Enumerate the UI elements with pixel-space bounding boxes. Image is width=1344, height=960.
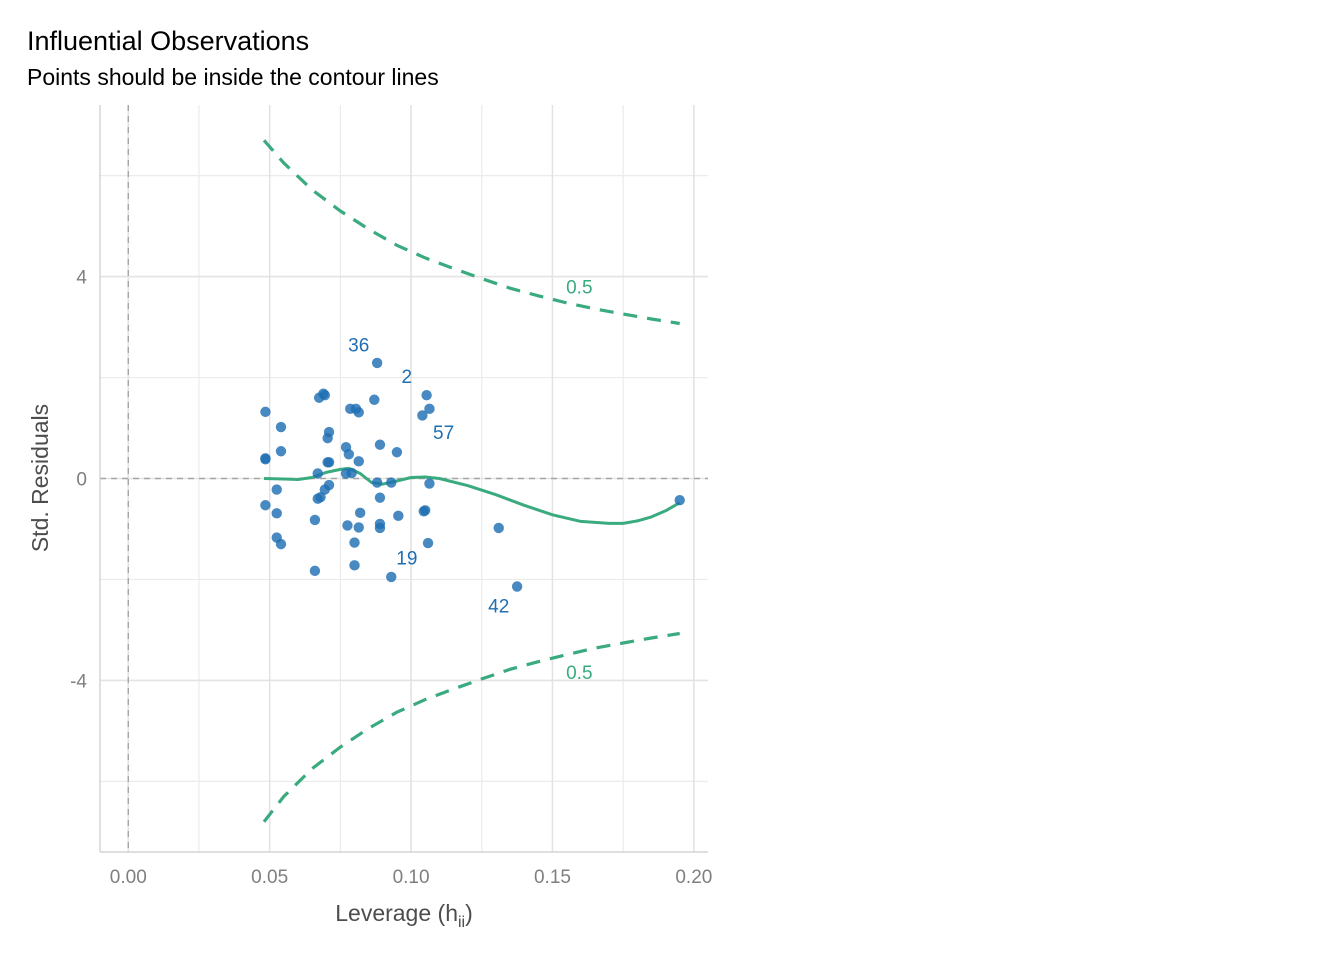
data-point-36 xyxy=(371,357,383,369)
data-point xyxy=(275,421,287,433)
x-tick-label: 0.00 xyxy=(110,867,147,888)
point-label-19: 19 xyxy=(396,549,417,570)
x-axis-title-subscript: ii xyxy=(458,914,465,931)
contour-lines xyxy=(262,139,680,823)
data-point xyxy=(342,520,353,531)
data-point xyxy=(309,514,321,526)
data-point xyxy=(424,478,435,489)
data-point xyxy=(386,477,397,488)
data-point xyxy=(349,537,360,548)
x-axis-title-close: ) xyxy=(465,900,473,926)
data-point xyxy=(271,508,282,519)
data-point xyxy=(315,491,326,503)
data-point xyxy=(374,439,386,450)
data-point xyxy=(369,394,380,405)
data-point xyxy=(353,522,364,533)
data-point xyxy=(260,454,271,465)
data-point xyxy=(354,507,366,519)
y-tick-label: -4 xyxy=(70,671,87,692)
data-point xyxy=(674,495,685,506)
y-tick-label: 0 xyxy=(76,470,87,491)
contour-line-lower xyxy=(262,631,680,823)
data-point xyxy=(493,522,504,534)
data-point xyxy=(323,457,335,468)
data-point xyxy=(374,492,386,503)
smooth-line xyxy=(263,466,681,525)
data-points xyxy=(260,357,685,592)
x-axis-title: Leverage (hii) xyxy=(335,900,473,931)
reference-lines xyxy=(100,105,708,852)
data-point xyxy=(420,505,431,516)
data-point xyxy=(349,560,360,571)
data-point xyxy=(260,406,271,418)
data-point xyxy=(275,538,287,550)
data-point xyxy=(319,390,331,401)
data-point xyxy=(275,446,287,457)
data-point xyxy=(374,522,386,534)
data-point xyxy=(323,479,335,491)
chart-subtitle: Points should be inside the contour line… xyxy=(27,64,439,90)
data-point xyxy=(260,500,271,511)
x-tick-label: 0.15 xyxy=(534,867,571,888)
data-point xyxy=(417,410,428,421)
chart-title: Influential Observations xyxy=(27,26,310,56)
data-point-42 xyxy=(511,581,523,592)
point-label-2: 2 xyxy=(402,367,413,388)
annotations: 0.5 0.5 36 2 57 19 42 xyxy=(348,278,592,684)
data-point xyxy=(323,426,335,438)
data-point xyxy=(343,449,355,460)
contour-label: 0.5 xyxy=(566,278,592,299)
data-point xyxy=(371,477,383,488)
contour-line-upper xyxy=(262,139,680,326)
contour-label: 0.5 xyxy=(566,663,592,684)
y-tick-label: 4 xyxy=(76,268,87,289)
data-point xyxy=(271,484,282,495)
data-point xyxy=(393,510,404,522)
data-point xyxy=(422,537,434,549)
data-point xyxy=(309,565,321,577)
x-tick-label: 0.20 xyxy=(675,867,712,888)
data-point-57 xyxy=(424,403,435,415)
point-label-57: 57 xyxy=(433,423,454,444)
data-point-2 xyxy=(421,390,432,401)
data-point xyxy=(391,447,403,458)
data-point xyxy=(312,468,323,479)
data-point xyxy=(346,467,357,479)
data-point xyxy=(353,407,364,418)
loess-smooth-line xyxy=(263,466,681,525)
x-tick-label: 0.05 xyxy=(251,867,288,888)
data-point-19 xyxy=(386,571,397,583)
data-point xyxy=(353,456,364,467)
point-label-36: 36 xyxy=(348,336,369,357)
x-tick-label: 0.10 xyxy=(393,867,430,888)
point-label-42: 42 xyxy=(488,597,509,618)
y-axis-title: Std. Residuals xyxy=(27,404,53,552)
x-axis-title-main: Leverage (h xyxy=(335,900,458,926)
axes: 0.00 0.05 0.10 0.15 0.20 -4 0 4 xyxy=(70,105,712,888)
